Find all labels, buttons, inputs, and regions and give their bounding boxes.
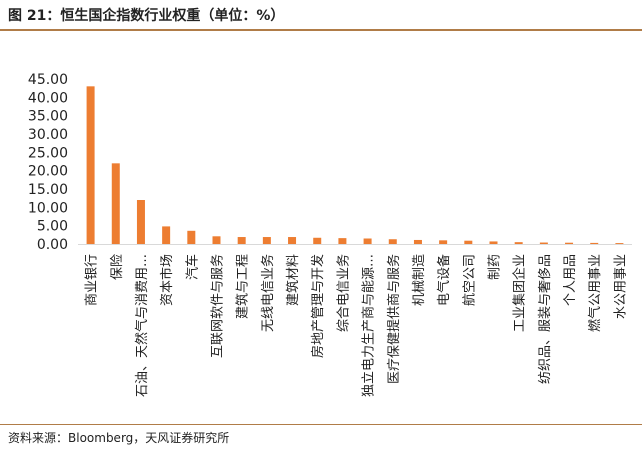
x-category-label: 资本市场: [159, 254, 175, 306]
y-tick-label: 45.00: [28, 72, 68, 88]
x-category-label: 商业银行: [85, 254, 100, 306]
x-category-label: 个人用品: [563, 254, 578, 306]
x-category-label: 房地产管理与开发: [310, 254, 326, 358]
bar: [363, 238, 372, 244]
bar: [111, 163, 120, 244]
x-category-label: 机械制造: [412, 254, 427, 306]
source-divider: [0, 424, 642, 425]
y-tick-label: 10.00: [28, 200, 68, 216]
bar: [539, 242, 548, 244]
x-category-label: 综合电信业务: [335, 254, 351, 332]
x-category-label: 医疗保健提供商与服务: [386, 254, 402, 384]
bar: [187, 230, 196, 244]
bar: [86, 86, 95, 244]
x-category-label: 建筑与工程: [235, 254, 251, 319]
y-tick-label: 0.00: [37, 237, 68, 253]
bar: [615, 243, 624, 244]
bar-chart: 0.00 5.00 10.00 15.00 20.00 25.00 30.00 35.00 40…: [28, 72, 632, 397]
x-category-label: 石油、天然气与消费用…: [134, 254, 150, 397]
y-axis-ticks: 0.00 5.00 10.00 15.00 20.00 25.00 30.00 35.00 40…: [28, 72, 68, 253]
bar: [590, 242, 599, 244]
x-category-label: 工业集团企业: [512, 254, 528, 332]
y-tick-label: 5.00: [37, 219, 68, 235]
x-category-label: 电气设备: [436, 254, 452, 306]
bar: [288, 237, 297, 244]
x-category-label: 制药: [488, 254, 503, 280]
title-bar: 图 21：恒生国企指数行业权重（单位：%）: [0, 0, 642, 31]
bar: [262, 237, 271, 244]
x-category-label: 燃气公用事业: [587, 254, 603, 332]
bar: [413, 239, 422, 244]
y-tick-label: 40.00: [28, 90, 68, 106]
bar: [439, 240, 448, 244]
x-category-label: 建筑材料: [285, 254, 301, 306]
bar: [388, 239, 397, 244]
figure-title: 图 21：恒生国企指数行业权重（单位：%）: [8, 8, 285, 24]
bar: [338, 238, 347, 244]
x-category-label: 纺织品、服装与奢侈品: [538, 254, 553, 384]
bar: [136, 200, 145, 244]
bar: [565, 242, 574, 244]
x-category-label: 水公用事业: [613, 254, 628, 319]
y-tick-label: 15.00: [28, 182, 68, 198]
x-axis-labels: 商业银行 保险 石油、天然气与消费用… 资本市场 汽车 互联网软件与服务 建筑与工程 无线电信…: [85, 254, 629, 397]
bar: [514, 242, 523, 244]
bar: [237, 237, 246, 244]
bar: [464, 240, 473, 244]
bar: [489, 241, 498, 244]
y-tick-label: 35.00: [28, 109, 68, 125]
bars: [86, 86, 624, 244]
bar: [162, 226, 171, 244]
x-category-label: 无线电信业务: [260, 254, 276, 332]
y-tick-label: 25.00: [28, 145, 68, 161]
x-category-label: 独立电力生产商与能源…: [362, 254, 377, 397]
bar: [313, 237, 322, 244]
x-category-label: 汽车: [184, 254, 200, 280]
bar: [212, 236, 221, 244]
source-note: 资料来源：Bloomberg，天风证券研究所: [8, 431, 230, 445]
x-category-label: 互联网软件与服务: [210, 254, 226, 358]
y-tick-label: 30.00: [28, 127, 68, 143]
y-tick-label: 20.00: [28, 164, 68, 180]
x-category-label: 保险: [110, 254, 125, 280]
x-category-label: 航空公司: [461, 254, 477, 306]
